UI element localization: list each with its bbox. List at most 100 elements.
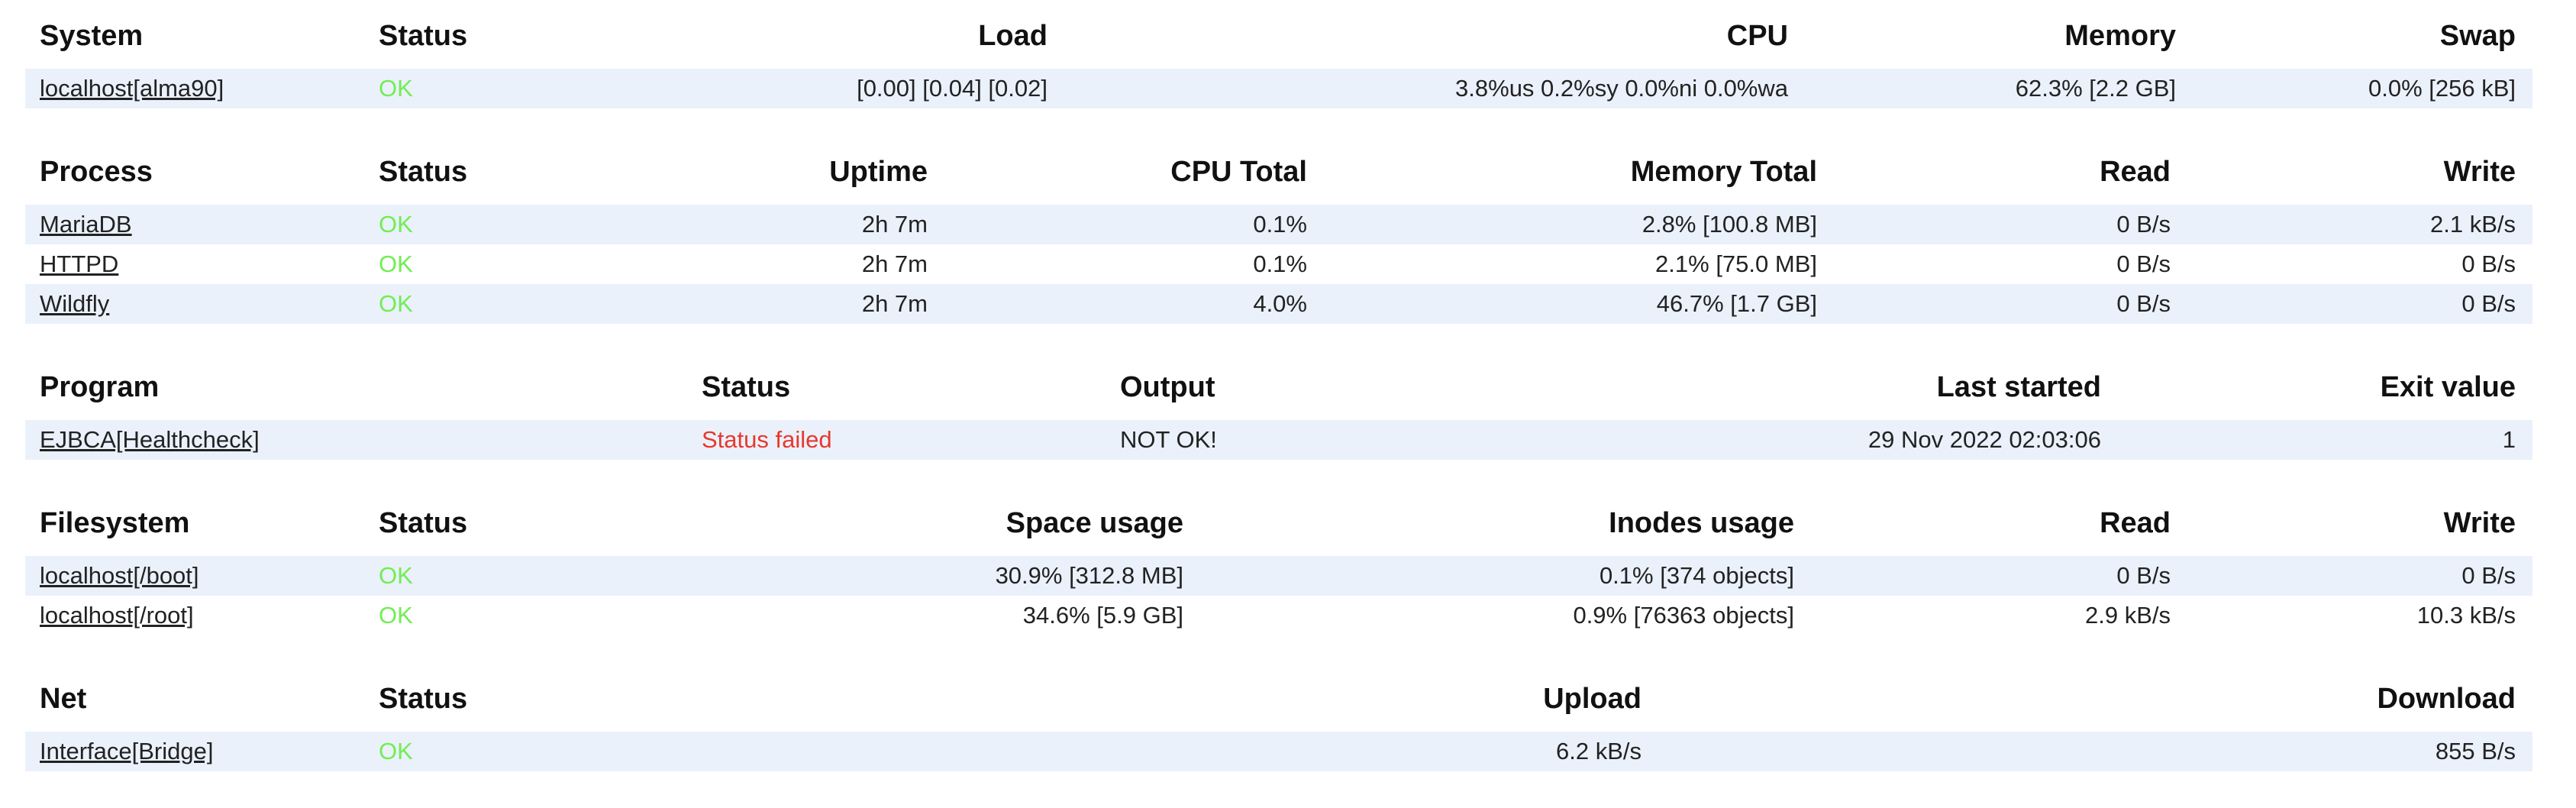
column-header-net: Net: [40, 683, 87, 715]
uptime-cell: 2h 7m: [861, 250, 928, 277]
service-link[interactable]: Interface[Bridge]: [40, 738, 214, 764]
inodes-usage-cell: 0.9% [76363 objects]: [1573, 602, 1794, 629]
service-name-cell: MariaDB: [25, 205, 364, 244]
read-cell: 0 B/s: [2116, 250, 2171, 277]
service-link[interactable]: localhost[alma90]: [40, 75, 224, 102]
write-cell: 0 B/s: [2461, 562, 2516, 589]
column-header-exit-value: Exit value: [2380, 371, 2516, 403]
column-header-output: Output: [1120, 371, 1215, 403]
column-header-last-started: Last started: [1936, 371, 2101, 403]
table-row: HTTPD OK 2h 7m 0.1% 2.1% [75.0 MB] 0 B/s…: [25, 244, 2532, 284]
inodes-usage-cell: 0.1% [374 objects]: [1599, 562, 1794, 589]
uptime-cell: 2h 7m: [861, 290, 928, 317]
memory-total-cell: 2.1% [75.0 MB]: [1655, 250, 1817, 277]
memory-total-cell: 46.7% [1.7 GB]: [1656, 290, 1817, 317]
table-row: localhost[/boot] OK 30.9% [312.8 MB] 0.1…: [25, 556, 2532, 596]
monitor-page: System Status Load CPU Memory Swap local…: [25, 0, 2532, 771]
column-header-cpu: CPU: [1726, 20, 1788, 52]
cpu-total-cell: 0.1%: [1253, 250, 1307, 277]
output-cell: NOT OK!: [1120, 426, 1217, 453]
table-row: localhost[alma90] OK [0.00] [0.04] [0.02…: [25, 69, 2532, 108]
memory-cell: 62.3% [2.2 GB]: [2015, 75, 2176, 102]
status-cell: OK: [379, 602, 413, 629]
table-row: localhost[/root] OK 34.6% [5.9 GB] 0.9% …: [25, 596, 2532, 635]
space-usage-cell: 34.6% [5.9 GB]: [1022, 602, 1183, 629]
write-cell: 10.3 kB/s: [2416, 602, 2516, 629]
program-header-row: Program Status Output Last started Exit …: [25, 371, 2532, 420]
read-cell: 0 B/s: [2116, 290, 2171, 317]
column-header-read: Read: [2100, 156, 2171, 188]
status-cell: OK: [379, 250, 413, 277]
system-header-row: System Status Load CPU Memory Swap: [25, 20, 2532, 69]
column-header-filesystem: Filesystem: [40, 507, 190, 539]
filesystem-header-row: Filesystem Status Space usage Inodes usa…: [25, 507, 2532, 556]
column-header-read: Read: [2100, 507, 2171, 539]
status-cell: OK: [379, 290, 413, 317]
column-header-upload: Upload: [1543, 683, 1641, 715]
column-header-system: System: [40, 20, 144, 52]
service-name-cell: localhost[/root]: [25, 596, 364, 635]
column-header-space-usage: Space usage: [1006, 507, 1183, 539]
column-header-cpu-total: CPU Total: [1170, 156, 1307, 188]
process-header-row: Process Status Uptime CPU Total Memory T…: [25, 156, 2532, 205]
table-row: Wildfly OK 2h 7m 4.0% 46.7% [1.7 GB] 0 B…: [25, 284, 2532, 324]
load-cell: [0.00] [0.04] [0.02]: [857, 75, 1048, 102]
read-cell: 0 B/s: [2116, 211, 2171, 238]
column-header-status: Status: [379, 156, 468, 188]
swap-cell: 0.0% [256 kB]: [2368, 75, 2516, 102]
service-link[interactable]: localhost[/boot]: [40, 562, 199, 589]
column-header-inodes-usage: Inodes usage: [1609, 507, 1794, 539]
upload-cell: 6.2 kB/s: [1556, 738, 1641, 764]
cpu-total-cell: 4.0%: [1253, 290, 1307, 317]
service-name-cell: HTTPD: [25, 244, 364, 284]
process-table: Process Status Uptime CPU Total Memory T…: [25, 156, 2532, 324]
write-cell: 0 B/s: [2461, 250, 2516, 277]
column-header-status: Status: [379, 20, 468, 52]
table-row: EJBCA[Healthcheck] Status failed NOT OK!…: [25, 420, 2532, 460]
status-cell: OK: [379, 562, 413, 589]
service-link[interactable]: MariaDB: [40, 211, 132, 238]
column-header-write: Write: [2443, 507, 2516, 539]
column-header-swap: Swap: [2439, 20, 2516, 52]
column-header-uptime: Uptime: [829, 156, 928, 188]
service-name-cell: EJBCA[Healthcheck]: [25, 420, 687, 460]
download-cell: 855 B/s: [2435, 738, 2516, 764]
service-link[interactable]: Wildfly: [40, 290, 110, 317]
last-started-cell: 29 Nov 2022 02:03:06: [1867, 426, 2101, 453]
service-link[interactable]: HTTPD: [40, 250, 119, 277]
column-header-program: Program: [40, 371, 160, 403]
system-table: System Status Load CPU Memory Swap local…: [25, 20, 2532, 108]
column-header-download: Download: [2377, 683, 2516, 715]
cpu-total-cell: 0.1%: [1253, 211, 1307, 238]
write-cell: 0 B/s: [2461, 290, 2516, 317]
column-header-load: Load: [978, 20, 1048, 52]
service-link[interactable]: localhost[/root]: [40, 602, 194, 629]
exit-value-cell: 1: [2502, 426, 2516, 453]
column-header-status: Status: [379, 683, 468, 715]
read-cell: 2.9 kB/s: [2085, 602, 2171, 629]
write-cell: 2.1 kB/s: [2430, 211, 2516, 238]
table-row: MariaDB OK 2h 7m 0.1% 2.8% [100.8 MB] 0 …: [25, 205, 2532, 244]
uptime-cell: 2h 7m: [861, 211, 928, 238]
read-cell: 0 B/s: [2116, 562, 2171, 589]
status-cell: Status failed: [702, 426, 832, 453]
column-header-status: Status: [702, 371, 791, 403]
program-table: Program Status Output Last started Exit …: [25, 371, 2532, 460]
service-name-cell: Wildfly: [25, 284, 364, 324]
column-header-write: Write: [2443, 156, 2516, 188]
status-cell: OK: [379, 211, 413, 238]
column-header-status: Status: [379, 507, 468, 539]
net-table: Net Status Upload Download Interface[Bri…: [25, 683, 2532, 771]
column-header-memory: Memory: [2064, 20, 2176, 52]
service-name-cell: Interface[Bridge]: [25, 732, 364, 771]
status-cell: OK: [379, 75, 413, 102]
column-header-memory-total: Memory Total: [1630, 156, 1817, 188]
service-name-cell: localhost[/boot]: [25, 556, 364, 596]
filesystem-table: Filesystem Status Space usage Inodes usa…: [25, 507, 2532, 635]
net-header-row: Net Status Upload Download: [25, 683, 2532, 732]
service-name-cell: localhost[alma90]: [25, 69, 364, 108]
service-link[interactable]: EJBCA[Healthcheck]: [40, 426, 260, 453]
cpu-cell: 3.8%us 0.2%sy 0.0%ni 0.0%wa: [1455, 75, 1788, 102]
space-usage-cell: 30.9% [312.8 MB]: [995, 562, 1183, 589]
status-cell: OK: [379, 738, 413, 764]
